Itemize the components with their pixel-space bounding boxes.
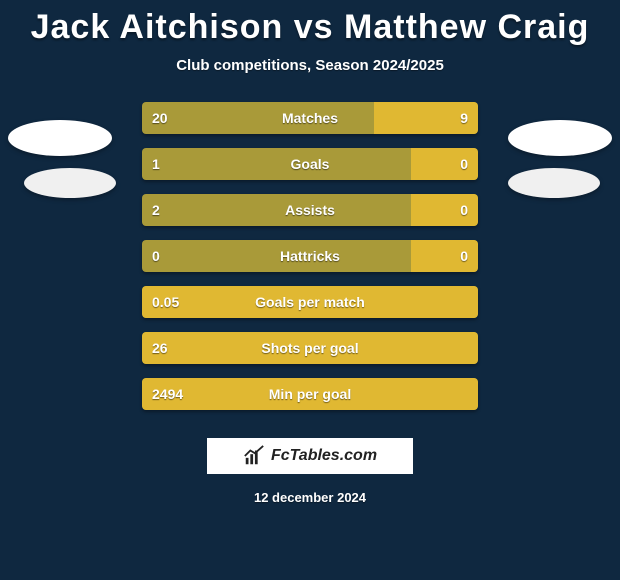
player2-badge-secondary (508, 168, 600, 198)
stat-right-fill (142, 332, 478, 364)
stat-row: 1Goals0 (142, 148, 478, 180)
page-title: Jack Aitchison vs Matthew Craig (0, 0, 620, 47)
chart-icon (243, 445, 265, 467)
source-logo: FcTables.com (205, 436, 415, 476)
stat-row: 0.05Goals per match (142, 286, 478, 318)
player1-badge-secondary (24, 168, 116, 198)
stat-row: 2Assists0 (142, 194, 478, 226)
stat-right-fill (142, 378, 478, 410)
comparison-area: 20Matches9 1Goals0 2Assists0 0Hattricks0 0.0… (0, 102, 620, 410)
stat-row: 0Hattricks0 (142, 240, 478, 272)
stat-left-value: 0.05 (152, 286, 179, 318)
stat-left-value: 2494 (152, 378, 183, 410)
stat-bars: 20Matches9 1Goals0 2Assists0 0Hattricks0 0.0… (142, 102, 478, 410)
stat-row: 2494Min per goal (142, 378, 478, 410)
stat-left-value: 2 (152, 194, 160, 226)
stat-row: 26Shots per goal (142, 332, 478, 364)
logo-text: FcTables.com (271, 447, 377, 465)
player2-badge-primary (508, 120, 612, 156)
stat-left-value: 0 (152, 240, 160, 272)
stat-right-value: 0 (460, 240, 468, 272)
stat-left-value: 1 (152, 148, 160, 180)
player1-badge-primary (8, 120, 112, 156)
stat-right-value: 0 (460, 194, 468, 226)
stat-right-value: 9 (460, 102, 468, 134)
stat-right-fill (142, 286, 478, 318)
stat-left-value: 20 (152, 102, 168, 134)
page-subtitle: Club competitions, Season 2024/2025 (0, 57, 620, 74)
snapshot-date: 12 december 2024 (0, 490, 620, 505)
stat-row: 20Matches9 (142, 102, 478, 134)
stat-right-value: 0 (460, 148, 468, 180)
stat-left-value: 26 (152, 332, 168, 364)
